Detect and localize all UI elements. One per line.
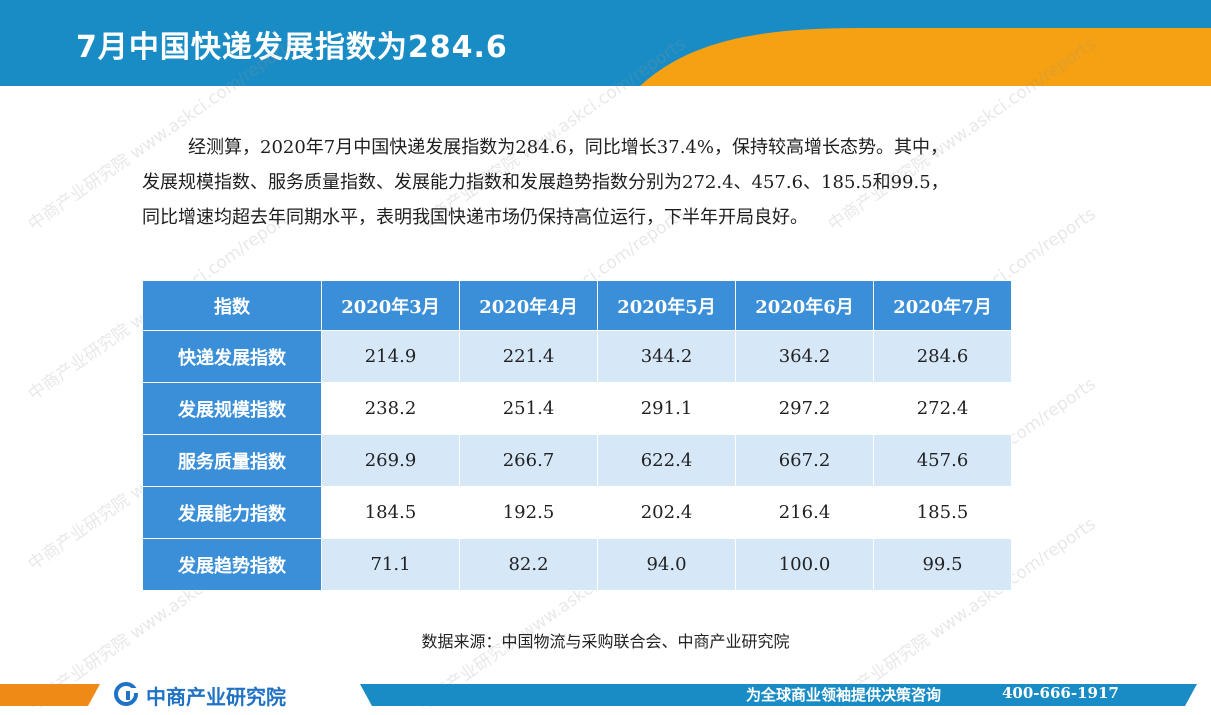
table-row: 服务质量指数 269.9 266.7 622.4 667.2 457.6 (142, 434, 1012, 487)
table-cell: 269.9 (321, 434, 460, 487)
table-cell: 364.2 (735, 330, 874, 383)
table-cell: 622.4 (597, 434, 736, 487)
column-header: 2020年3月 (321, 280, 460, 331)
row-label: 发展能力指数 (142, 486, 322, 539)
summary-paragraph: 经测算，2020年7月中国快递发展指数为284.6，同比增长37.4%，保持较高… (142, 130, 1072, 235)
paragraph-line: 经测算，2020年7月中国快递发展指数为284.6，同比增长37.4%，保持较高… (188, 137, 948, 158)
table-cell: 667.2 (735, 434, 874, 487)
brand-name: 中商产业研究院 (146, 685, 286, 709)
table-cell: 184.5 (321, 486, 460, 539)
footer-band (0, 676, 1211, 712)
column-header: 指数 (142, 280, 322, 331)
table-cell: 214.9 (321, 330, 460, 383)
table-cell: 291.1 (597, 382, 736, 435)
table-cell: 94.0 (597, 538, 736, 591)
footer-slogan: 为全球商业领袖提供决策咨询 (746, 686, 942, 704)
row-label: 发展趋势指数 (142, 538, 322, 591)
table-row: 发展能力指数 184.5 192.5 202.4 216.4 185.5 (142, 486, 1012, 539)
table-row: 快递发展指数 214.9 221.4 344.2 364.2 284.6 (142, 330, 1012, 383)
row-label: 发展规模指数 (142, 382, 322, 435)
column-header: 2020年7月 (873, 280, 1012, 331)
data-source-note: 数据来源：中国物流与采购联合会、中商产业研究院 (421, 632, 790, 651)
table-cell: 192.5 (459, 486, 598, 539)
table-cell: 457.6 (873, 434, 1012, 487)
table-cell: 251.4 (459, 382, 598, 435)
footer-background (0, 684, 1197, 706)
row-label: 快递发展指数 (142, 330, 322, 383)
table-cell: 272.4 (873, 382, 1012, 435)
column-header: 2020年4月 (459, 280, 598, 331)
paragraph-line: 发展规模指数、服务质量指数、发展能力指数和发展趋势指数分别为272.4、457.… (142, 172, 949, 193)
table-cell: 344.2 (597, 330, 736, 383)
table-cell: 202.4 (597, 486, 736, 539)
column-header: 2020年6月 (735, 280, 874, 331)
index-table: 指数 2020年3月 2020年4月 2020年5月 2020年6月 2020年… (142, 280, 1012, 591)
table-cell: 238.2 (321, 382, 460, 435)
table-cell: 82.2 (459, 538, 598, 591)
table-cell: 99.5 (873, 538, 1012, 591)
table-row: 发展规模指数 238.2 251.4 291.1 297.2 272.4 (142, 382, 1012, 435)
table-cell: 284.6 (873, 330, 1012, 383)
table-cell: 185.5 (873, 486, 1012, 539)
table-cell: 100.0 (735, 538, 874, 591)
table-row: 发展趋势指数 71.1 82.2 94.0 100.0 99.5 (142, 538, 1012, 591)
column-header: 2020年5月 (597, 280, 736, 331)
row-label: 服务质量指数 (142, 434, 322, 487)
table-cell: 216.4 (735, 486, 874, 539)
footer-phone: 400-666-1917 (1002, 684, 1119, 702)
header-band: 7月中国快递发展指数为284.6 (0, 0, 1211, 86)
table-header-row: 指数 2020年3月 2020年4月 2020年5月 2020年6月 2020年… (142, 280, 1012, 331)
header-background (0, 0, 1211, 86)
table-cell: 221.4 (459, 330, 598, 383)
brand-logo-icon (114, 682, 138, 706)
paragraph-line: 同比增速均超去年同期水平，表明我国快递市场仍保持高位运行，下半年开局良好。 (142, 207, 808, 228)
table-cell: 71.1 (321, 538, 460, 591)
table-cell: 266.7 (459, 434, 598, 487)
table-cell: 297.2 (735, 382, 874, 435)
page-title: 7月中国快递发展指数为284.6 (76, 30, 508, 65)
